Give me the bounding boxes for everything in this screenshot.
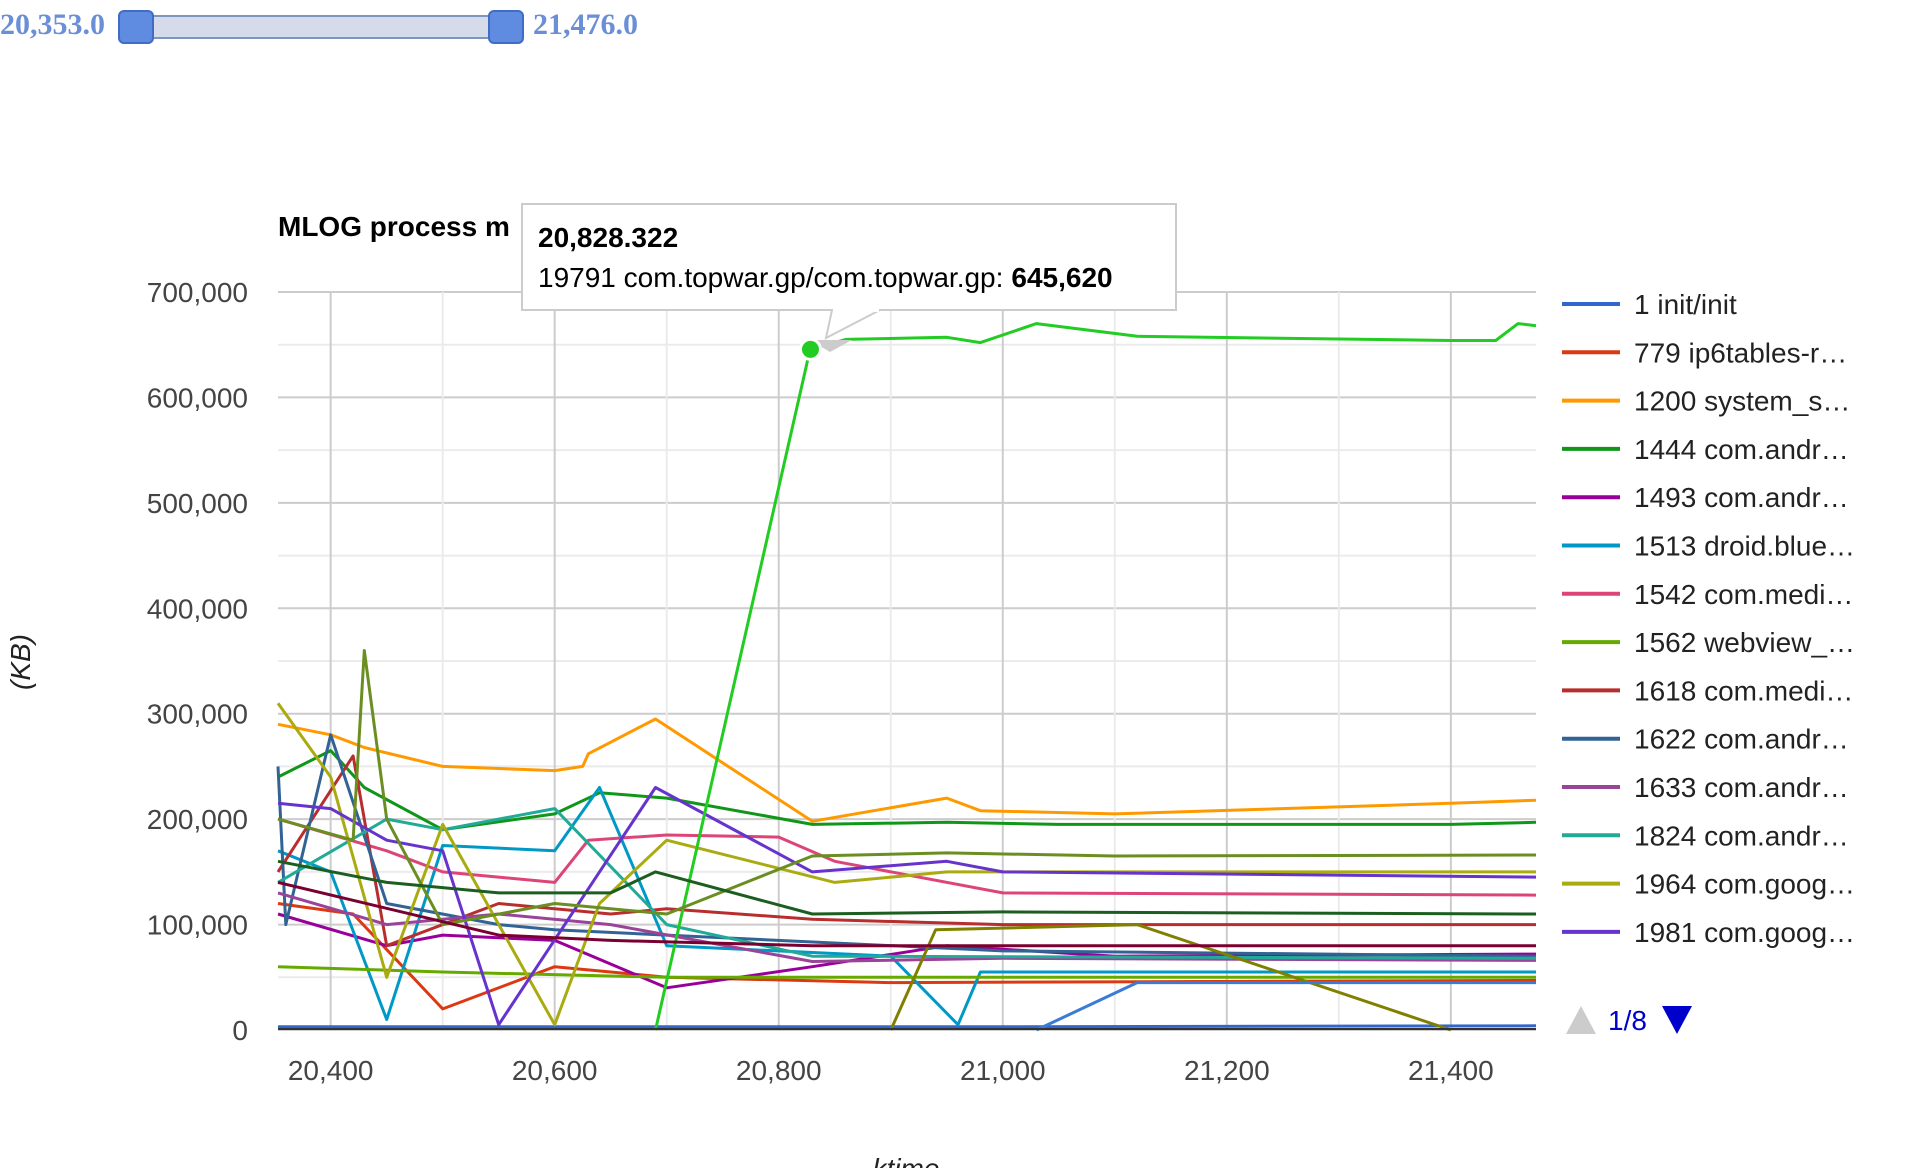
tooltip-box: [521, 203, 1177, 311]
range-slider-track[interactable]: [133, 15, 504, 39]
series-line[interactable]: [1035, 981, 1536, 1032]
series-line[interactable]: [277, 749, 1537, 832]
legend-entry-label: 1618 com.medi…: [1634, 675, 1853, 706]
y-tick-label: 300,000: [147, 699, 248, 730]
y-tick-label: 0: [232, 1015, 248, 1046]
tooltip-x-value: 20,828.322: [538, 222, 678, 253]
triangle-down-icon[interactable]: [1662, 1006, 1692, 1034]
x-axis-baseline: [278, 1028, 1536, 1030]
x-tick-label: 20,600: [512, 1055, 598, 1086]
tooltip-series-name: 19791 com.topwar.gp/com.topwar.gp:: [538, 262, 1003, 293]
legend-entry-label: 1200 system_s…: [1634, 386, 1850, 417]
chart-series-lines: [276, 322, 1537, 1032]
series-line[interactable]: [277, 817, 1537, 897]
y-tick-label: 700,000: [147, 277, 248, 308]
y-axis-label: (KB): [5, 634, 36, 690]
legend-entry-label: 1981 com.goog…: [1634, 917, 1855, 948]
tooltip-pointer-mask: [833, 306, 879, 312]
series-line[interactable]: [277, 891, 1537, 963]
tooltip-series-row: 19791 com.topwar.gp/com.topwar.gp: 645,62…: [538, 262, 1113, 293]
y-tick-label: 200,000: [147, 804, 248, 835]
legend-page-label: 1/8: [1608, 1005, 1647, 1036]
legend-entry-label: 1964 com.goog…: [1634, 869, 1855, 900]
tooltip-pointer-border: [810, 340, 852, 352]
legend-entry-label: 1444 com.andr…: [1634, 434, 1849, 465]
x-tick-label: 21,200: [1184, 1055, 1270, 1086]
range-min-label: 20,353.0: [0, 8, 105, 41]
legend-entry-label: 779 ip6tables-r…: [1634, 337, 1847, 368]
y-tick-label: 600,000: [147, 382, 248, 413]
series-line[interactable]: [277, 859, 1537, 916]
x-axis-ticks: 20,400 20,600 20,800 21,000 21,200 21,400: [288, 1055, 1494, 1086]
tooltip-pointer: [824, 309, 881, 340]
series-line[interactable]: [277, 786, 1537, 1027]
legend-entry-label: 1513 droid.blue…: [1634, 531, 1855, 562]
x-tick-label: 21,400: [1408, 1055, 1494, 1086]
legend-entry-label: 1622 com.andr…: [1634, 724, 1849, 755]
legend-entry-label: 1824 com.andr…: [1634, 820, 1849, 851]
x-tick-label: 20,800: [736, 1055, 822, 1086]
hover-point-marker[interactable]: [798, 337, 822, 361]
series-line[interactable]: [278, 1024, 1537, 1029]
legend-entry-label: 1493 com.andr…: [1634, 482, 1849, 513]
series-line[interactable]: [889, 923, 1452, 1032]
range-min-handle[interactable]: [118, 10, 154, 44]
series-line[interactable]: [276, 754, 1536, 948]
y-tick-label: 100,000: [147, 910, 248, 941]
y-tick-label: 500,000: [147, 488, 248, 519]
y-axis-ticks: 0 100,000 200,000 300,000 400,000 500,000 600,…: [147, 277, 248, 1046]
series-line[interactable]: [277, 880, 1536, 948]
y-tick-label: 400,000: [147, 593, 248, 624]
tooltip-value: 645,620: [1011, 262, 1112, 293]
x-tick-label: 20,400: [288, 1055, 374, 1086]
range-max-handle[interactable]: [488, 10, 524, 44]
triangle-up-icon[interactable]: [1566, 1006, 1596, 1034]
chart-legend: 1 init/init 779 ip6tables-r… 1200 system_s…: [1562, 289, 1855, 948]
legend-entry-label: 1633 com.andr…: [1634, 772, 1849, 803]
legend-entry-label: 1542 com.medi…: [1634, 579, 1853, 610]
series-line[interactable]: [277, 649, 1537, 927]
x-axis-label: ktime: [873, 1153, 940, 1168]
legend-entry-label: 1562 webview_…: [1634, 627, 1855, 658]
range-max-label: 21,476.0: [533, 8, 638, 41]
legend-entry-label: 1 init/init: [1634, 289, 1737, 320]
series-line[interactable]: [277, 965, 1536, 979]
chart-title: MLOG process m: [278, 211, 510, 242]
x-tick-label: 21,000: [960, 1055, 1046, 1086]
series-line[interactable]: [277, 717, 1537, 823]
tooltip: 20,828.322 19791 com.topwar.gp/com.topwa…: [521, 203, 1177, 352]
